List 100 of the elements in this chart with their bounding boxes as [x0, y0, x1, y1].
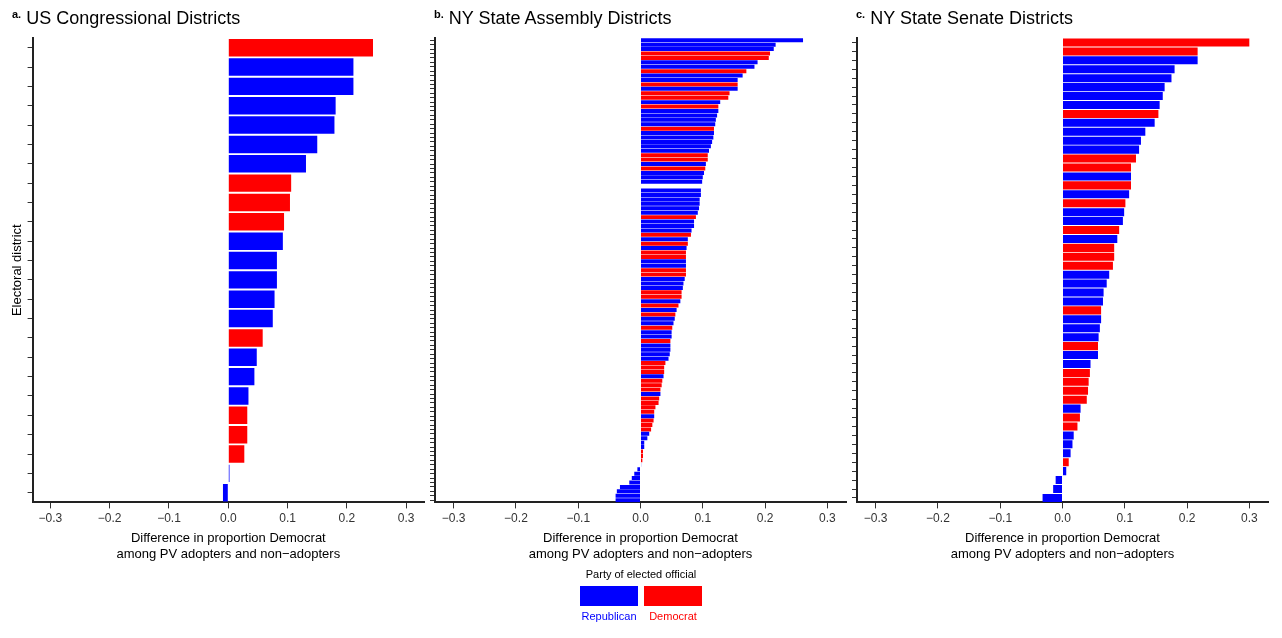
chart-title: b. NY State Assembly Districts [434, 8, 672, 28]
bar [1063, 467, 1067, 476]
bar [641, 308, 677, 312]
bar [641, 387, 661, 392]
bar [641, 153, 708, 158]
x-tick-label: −0.1 [988, 510, 1013, 525]
bar [641, 277, 685, 282]
bar [1063, 458, 1069, 467]
bar [641, 193, 701, 197]
bar [641, 347, 671, 352]
bar [641, 440, 645, 445]
bar [228, 251, 277, 270]
bar [641, 51, 771, 56]
x-tick-label: 0.1 [279, 510, 297, 525]
bar [641, 352, 670, 357]
x-tick-label: −0.3 [38, 510, 63, 525]
x-tick-label: −0.1 [566, 510, 591, 525]
bar [641, 197, 700, 202]
bar [1063, 306, 1102, 315]
bar [228, 329, 263, 347]
bar [641, 47, 774, 52]
x-tick-label: −0.2 [97, 510, 122, 525]
x-tick-label: −0.3 [863, 510, 888, 525]
bar [228, 97, 336, 115]
bar [641, 343, 671, 348]
bar [641, 108, 719, 113]
bar [641, 436, 648, 441]
bar [641, 117, 716, 122]
bar [641, 325, 673, 330]
bar [641, 95, 729, 100]
x-axis-title: Difference in proportion Democrat among PV adopters and non−adopters [116, 530, 341, 561]
bar [641, 215, 696, 220]
bar [641, 272, 686, 277]
bar [641, 179, 703, 184]
bar [641, 86, 738, 91]
bar [641, 356, 669, 361]
bar [641, 144, 711, 149]
y-axis-title: Electoral district [9, 223, 25, 317]
bar [641, 69, 747, 74]
bar [641, 312, 676, 317]
x-tick-label: −0.2 [926, 510, 951, 525]
text: Democrat [649, 610, 697, 623]
bar [641, 55, 769, 60]
bar [641, 268, 686, 273]
bar [1063, 172, 1131, 181]
bar [641, 361, 666, 366]
bar [641, 113, 718, 118]
x-tick-label: 0.0 [1054, 510, 1072, 525]
bar [641, 374, 664, 379]
bar [641, 392, 661, 397]
bar [641, 427, 652, 432]
text: Republican [581, 610, 637, 623]
bar [634, 471, 640, 476]
bar [641, 383, 662, 388]
chart-title: a. US Congressional Districts [12, 8, 241, 28]
x-tick-label: 0.2 [338, 510, 356, 525]
bar [641, 175, 703, 180]
bar [641, 246, 687, 251]
bar [641, 219, 695, 224]
bar [641, 201, 700, 206]
bar [1063, 225, 1120, 235]
bar [1063, 190, 1130, 199]
bar [615, 493, 640, 498]
bar [228, 290, 275, 308]
bar [228, 174, 292, 192]
bar [1063, 181, 1131, 190]
bar [228, 309, 273, 328]
bar [641, 82, 738, 87]
bar [228, 232, 283, 250]
x-axis-title: Difference in proportion Democrat among PV adopters and non−adopters [528, 530, 753, 561]
bar [641, 237, 688, 242]
bar [615, 498, 640, 503]
bar [228, 367, 255, 386]
bar [641, 254, 686, 259]
x-tick-label: 0.1 [1116, 510, 1134, 525]
bar [1063, 234, 1118, 243]
bar [641, 241, 688, 246]
bar [641, 369, 665, 374]
bar [641, 170, 705, 175]
bar [641, 414, 655, 419]
bar [631, 476, 640, 481]
bar [641, 126, 714, 131]
bar [641, 263, 686, 268]
bar [222, 484, 228, 502]
chart-title: c. NY State Senate Districts [856, 8, 1073, 28]
bar [641, 290, 682, 295]
bar [641, 206, 700, 211]
bar [228, 213, 285, 231]
bar [641, 148, 709, 153]
bar [641, 285, 683, 290]
bar [228, 425, 248, 444]
bar [228, 58, 354, 76]
bar [641, 378, 663, 383]
bar [641, 405, 656, 410]
bar [641, 139, 713, 144]
bar [641, 228, 692, 233]
bar [641, 409, 655, 414]
bar [641, 431, 650, 436]
bar [641, 104, 719, 109]
bar [228, 135, 318, 154]
